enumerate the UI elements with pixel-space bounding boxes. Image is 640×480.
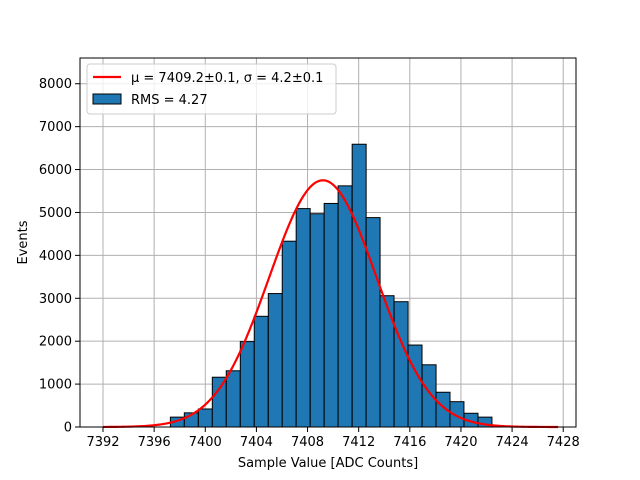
histogram-bar (267, 293, 283, 428)
histogram-bar (351, 143, 367, 428)
x-tick-label: 7420 (444, 435, 477, 450)
y-tick-label: 2000 (39, 335, 72, 350)
x-tick-label: 7424 (496, 435, 529, 450)
histogram-bar (281, 240, 297, 428)
x-tick-label: 7408 (291, 435, 324, 450)
x-tick-label: 7416 (393, 435, 426, 450)
y-tick-label: 0 (64, 421, 72, 436)
histogram-bar (253, 315, 269, 428)
histogram-bar (309, 213, 325, 428)
y-tick-label: 5000 (39, 206, 72, 221)
y-tick-label: 4000 (39, 249, 72, 264)
y-tick-label: 8000 (39, 77, 72, 92)
x-tick-label: 7400 (189, 435, 222, 450)
histogram-bar (421, 364, 437, 428)
histogram-bar (211, 376, 227, 428)
x-tick-label: 7396 (138, 435, 171, 450)
x-axis-label: Sample Value [ADC Counts] (238, 456, 418, 471)
histogram-bar (379, 295, 395, 428)
histogram-bar (197, 408, 213, 428)
histogram-bar (407, 344, 423, 428)
x-tick-label: 7412 (342, 435, 375, 450)
x-tick-label: 7392 (86, 435, 119, 450)
histogram-bar (295, 208, 311, 428)
legend-entry-rms: RMS = 4.27 (131, 93, 208, 108)
y-tick-label: 3000 (39, 292, 72, 307)
y-tick-label: 1000 (39, 378, 72, 393)
histogram-bar (225, 370, 241, 428)
histogram-bar (337, 185, 353, 428)
x-tick-label: 7428 (547, 435, 580, 450)
x-tick-label: 7404 (240, 435, 273, 450)
gaussian-fit-line (103, 179, 559, 429)
histogram-bar (239, 341, 255, 428)
y-axis-label: Events (16, 220, 31, 264)
histogram-bar (393, 301, 409, 428)
legend-hist-patch-swatch (92, 93, 122, 105)
axes-frame (79, 57, 577, 428)
histogram-bar (323, 202, 339, 428)
y-tick-label: 6000 (39, 163, 72, 178)
y-tick-label: 7000 (39, 120, 72, 135)
legend-entry-fit: μ = 7409.2±0.1, σ = 4.2±0.1 (131, 71, 323, 86)
axis-ticks: 7392 7396 7400 7404 7408 7412 7416 7420 7424 7428… (39, 77, 580, 450)
legend: μ = 7409.2±0.1, σ = 4.2±0.1 RMS = 4.27 (86, 63, 337, 115)
histogram-bar (365, 217, 381, 428)
legend-box (86, 63, 337, 115)
